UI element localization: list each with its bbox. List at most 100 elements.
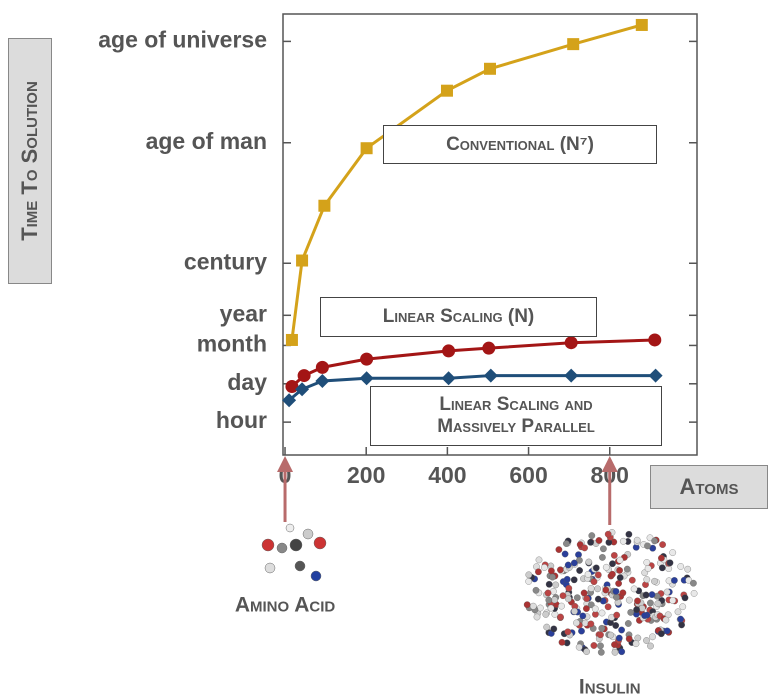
series-line	[292, 25, 642, 340]
atom-icon	[574, 595, 580, 601]
atom-icon	[659, 565, 665, 571]
y-tick-label: month	[197, 331, 267, 357]
atom-icon	[597, 632, 603, 638]
data-point	[636, 19, 648, 31]
series-label: Linear Scaling (N)	[320, 297, 597, 337]
atom-icon	[634, 537, 640, 543]
atom-icon	[591, 642, 597, 648]
atom-icon	[541, 564, 547, 570]
atom-icon	[553, 582, 559, 588]
y-tick-label: day	[227, 369, 267, 395]
atom-icon	[290, 539, 302, 551]
y-axis-title-box: Time To Solution	[8, 38, 52, 284]
atom-icon	[603, 564, 609, 570]
atom-icon	[649, 591, 655, 597]
atom-icon	[658, 631, 664, 637]
atom-icon	[573, 620, 579, 626]
atom-icon	[608, 632, 614, 638]
atom-icon	[633, 607, 639, 613]
atom-icon	[680, 604, 686, 610]
atom-icon	[593, 565, 599, 571]
atom-icon	[617, 574, 623, 580]
atom-icon	[631, 586, 637, 592]
atom-icon	[595, 596, 601, 602]
atom-icon	[592, 606, 598, 612]
atom-icon	[571, 577, 577, 583]
atom-icon	[645, 565, 651, 571]
atom-icon	[575, 552, 581, 558]
molecules	[262, 524, 697, 656]
data-point	[442, 344, 455, 357]
atom-icon	[671, 577, 677, 583]
data-point	[316, 361, 329, 374]
atom-icon	[311, 571, 321, 581]
atom-icon	[580, 613, 586, 619]
data-point	[649, 369, 663, 383]
chart: hourdaymonthyearcenturyage of manage of …	[0, 0, 772, 698]
atom-icon	[599, 554, 605, 560]
atom-icon	[635, 635, 641, 641]
atom-icon	[644, 559, 650, 565]
data-point	[285, 380, 298, 393]
atom-icon	[536, 557, 542, 563]
atom-icon	[664, 589, 670, 595]
atom-icon	[545, 590, 551, 596]
atom-icon	[615, 580, 621, 586]
atom-icon	[544, 624, 550, 630]
atom-icon	[546, 597, 552, 603]
atom-icon	[616, 635, 622, 641]
atom-icon	[549, 574, 555, 580]
data-point	[360, 371, 374, 385]
atom-icon	[651, 578, 657, 584]
y-tick-label: age of universe	[98, 26, 267, 52]
series-label: Conventional (N⁷)	[383, 125, 657, 164]
atom-icon	[663, 617, 669, 623]
atom-icon	[634, 598, 640, 604]
y-tick-label: age of man	[146, 128, 267, 154]
x-tick-label: 600	[509, 462, 547, 488]
atom-icon	[566, 585, 572, 591]
atom-icon	[588, 585, 594, 591]
atom-icon	[620, 590, 626, 596]
atom-icon	[603, 587, 609, 593]
atom-icon	[559, 639, 565, 645]
atom-icon	[571, 608, 577, 614]
atom-icon	[535, 569, 541, 575]
atom-icon	[557, 567, 563, 573]
atom-icon	[685, 566, 691, 572]
data-point	[441, 85, 453, 97]
atom-icon	[591, 579, 597, 585]
atom-icon	[691, 590, 697, 596]
atom-icon	[647, 600, 653, 606]
atom-icon	[565, 562, 571, 568]
atom-icon	[533, 587, 539, 593]
atom-icon	[600, 546, 606, 552]
atom-icon	[596, 537, 602, 543]
atom-icon	[557, 614, 563, 620]
data-point	[318, 200, 330, 212]
data-point	[315, 374, 329, 388]
atom-icon	[565, 629, 571, 635]
atom-icon	[548, 605, 554, 611]
marker-label: Insulin	[579, 676, 641, 698]
atom-icon	[655, 600, 661, 606]
data-point	[567, 38, 579, 50]
atom-icon	[551, 597, 557, 603]
atom-icon	[286, 524, 294, 532]
atom-icon	[551, 626, 557, 632]
atom-icon	[609, 571, 615, 577]
atom-icon	[690, 580, 696, 586]
atom-icon	[295, 561, 305, 571]
atom-icon	[597, 643, 603, 649]
atom-icon	[670, 597, 676, 603]
atom-icon	[548, 568, 554, 574]
data-point	[296, 255, 308, 267]
data-point	[360, 353, 373, 366]
atom-icon	[598, 649, 604, 655]
atom-icon	[617, 557, 623, 563]
atom-icon	[599, 610, 605, 616]
atom-icon	[619, 649, 625, 655]
atom-icon	[587, 539, 593, 545]
atom-icon	[626, 597, 632, 603]
x-axis-title: Atoms	[650, 465, 768, 509]
